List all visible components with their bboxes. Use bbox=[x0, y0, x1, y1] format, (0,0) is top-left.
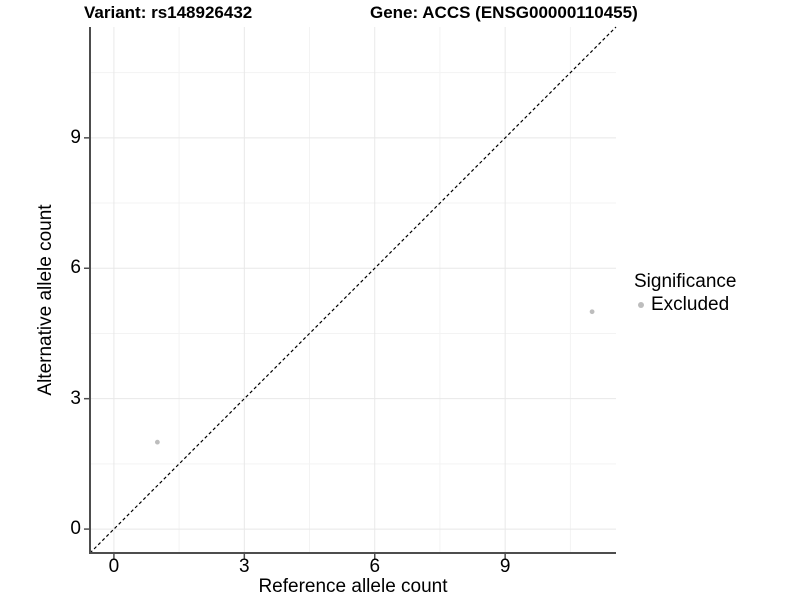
y-tick-label: 6 bbox=[70, 257, 81, 279]
legend: Significance Excluded bbox=[634, 271, 736, 315]
legend-entry-label: Excluded bbox=[651, 294, 730, 315]
x-tick-label: 9 bbox=[499, 556, 511, 577]
y-tick-label: 3 bbox=[70, 387, 81, 409]
y-tick-label: 9 bbox=[70, 126, 81, 148]
legend-title: Significance bbox=[634, 271, 737, 292]
x-tick-label: 3 bbox=[239, 556, 250, 577]
x-tick-label: 6 bbox=[369, 556, 381, 577]
x-axis-title: Reference allele count bbox=[258, 576, 448, 597]
gene-title: Gene: ACCS (ENSG00000110455) bbox=[370, 3, 638, 22]
variant-title: Variant: rs148926432 bbox=[84, 3, 253, 22]
y-tick-label: 0 bbox=[70, 518, 81, 540]
legend-point-swatch bbox=[638, 302, 644, 308]
y-axis-title: Alternative allele count bbox=[35, 204, 56, 396]
identity-dashed-line bbox=[89, 26, 617, 554]
legend-entry: Excluded bbox=[634, 295, 736, 315]
x-tick-label: 0 bbox=[108, 556, 120, 577]
data-point bbox=[589, 309, 595, 315]
data-point bbox=[154, 439, 160, 445]
